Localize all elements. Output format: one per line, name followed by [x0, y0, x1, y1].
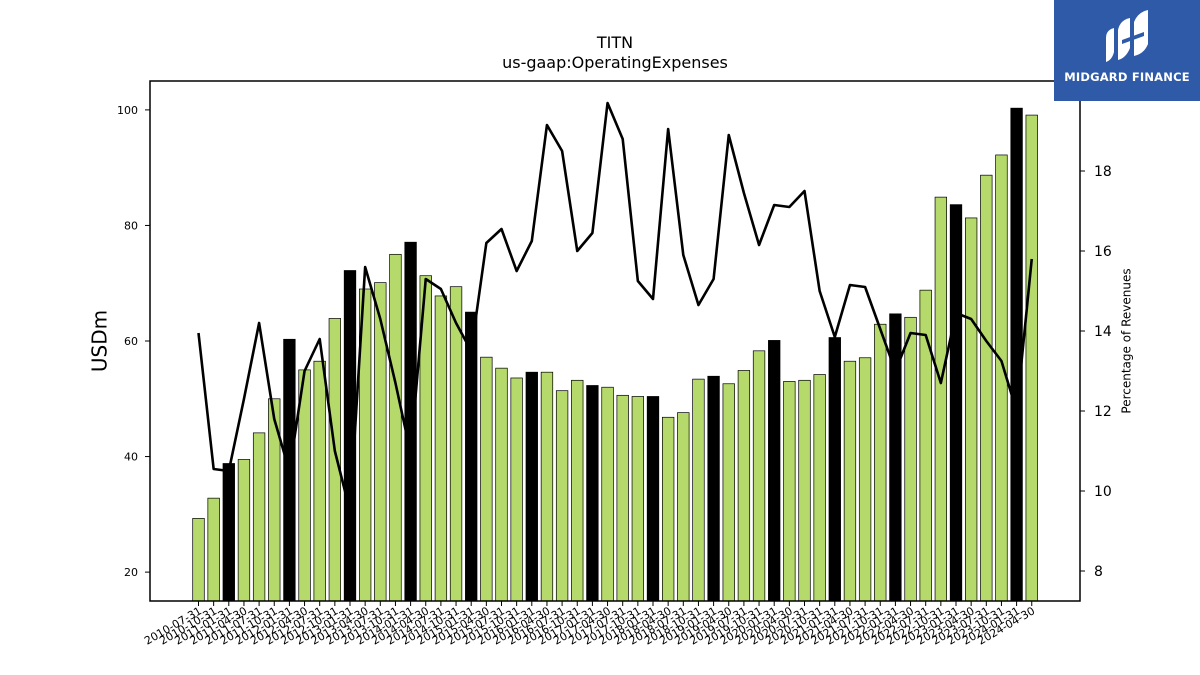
chart-title: TITN	[596, 33, 634, 52]
bar	[207, 497, 220, 602]
bar	[449, 286, 463, 602]
bar	[252, 432, 266, 602]
y-right-tick-label: 18	[1094, 164, 1112, 180]
bar	[434, 295, 448, 602]
bar	[828, 337, 841, 602]
bar	[328, 318, 341, 602]
bar	[964, 217, 978, 602]
bar	[586, 385, 599, 602]
bar	[555, 390, 569, 602]
y-right-tick-label: 10	[1094, 484, 1112, 500]
brand-logo: MIDGARD FINANCE	[1054, 0, 1200, 101]
bar	[465, 311, 478, 602]
bar	[480, 356, 493, 602]
bar	[1025, 114, 1038, 602]
bar	[722, 383, 735, 602]
bar	[707, 375, 720, 602]
y-tick-label: 20	[124, 566, 138, 579]
bar	[737, 370, 751, 602]
bar	[495, 367, 508, 602]
bar	[752, 350, 766, 602]
bar	[949, 204, 963, 602]
bar	[510, 377, 523, 602]
bar	[192, 518, 205, 602]
bar	[646, 396, 660, 602]
y-right-tick-label: 16	[1094, 244, 1112, 260]
y-right-tick-label: 14	[1094, 324, 1112, 340]
bar	[677, 412, 690, 602]
bar	[768, 340, 781, 602]
bar	[389, 253, 402, 602]
y-tick-label: 60	[124, 335, 138, 348]
bar	[843, 360, 857, 602]
chart-subtitle: us-gaap:OperatingExpenses	[502, 53, 728, 72]
bar	[374, 282, 387, 602]
line-series	[197, 101, 1034, 513]
y-right-tick-label: 12	[1094, 404, 1112, 420]
bar	[237, 459, 251, 602]
bar	[980, 174, 993, 602]
bar	[404, 241, 417, 602]
bar	[1010, 107, 1023, 602]
bar	[904, 316, 917, 602]
y-right-tick-label: 8	[1094, 564, 1103, 580]
bar	[571, 379, 584, 602]
bar	[313, 360, 326, 602]
bar	[798, 379, 811, 602]
y-axis-right-label: Percentage of Revenues	[1120, 268, 1134, 413]
bar-series	[192, 107, 1038, 602]
bar	[661, 416, 675, 602]
bar	[934, 196, 947, 602]
bar	[813, 374, 826, 602]
bar	[631, 396, 644, 602]
bar	[692, 378, 705, 602]
y-tick-label: 80	[124, 219, 138, 232]
y-axis-label: USDm	[88, 310, 112, 372]
bar	[783, 381, 796, 602]
bar	[525, 371, 538, 602]
bar	[222, 463, 235, 602]
y-tick-label: 100	[117, 104, 138, 117]
y-tick-label: 40	[124, 451, 138, 464]
bar	[601, 386, 614, 602]
bar	[874, 323, 887, 602]
bar	[540, 371, 554, 602]
brand-name: MIDGARD FINANCE	[1064, 70, 1190, 84]
midgard-logo-icon	[1106, 10, 1148, 62]
bar	[616, 394, 629, 602]
bar	[858, 357, 872, 602]
pct-line	[197, 101, 1034, 513]
